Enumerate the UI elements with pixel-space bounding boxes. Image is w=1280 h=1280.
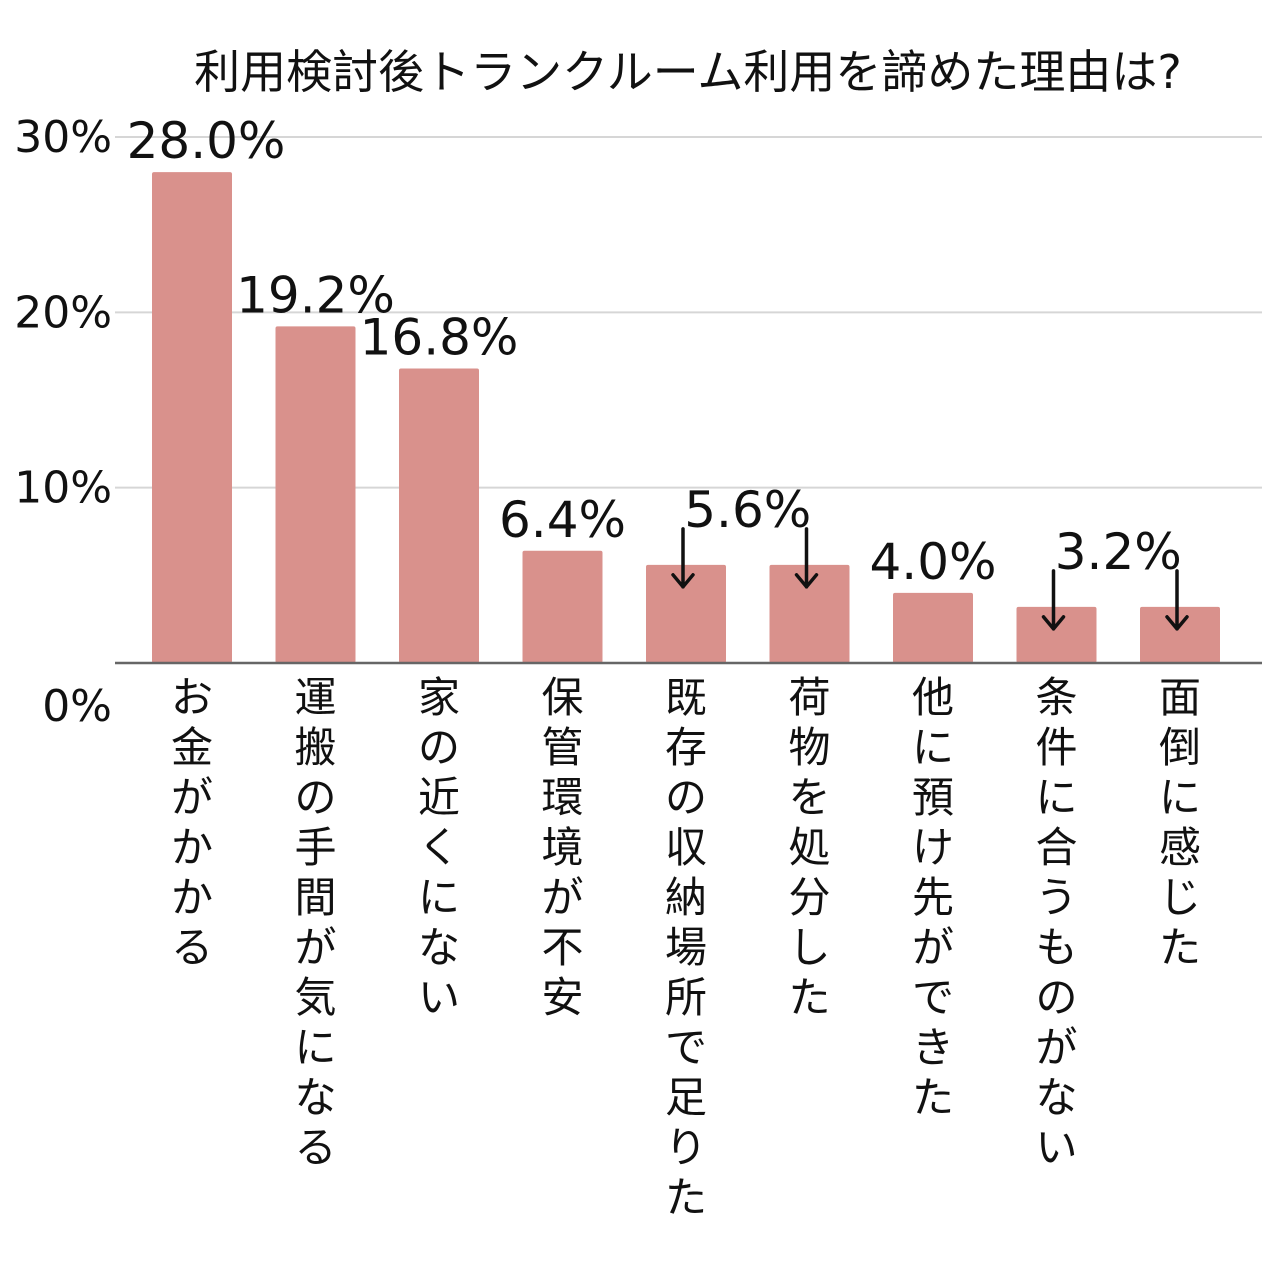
bars [152, 172, 1220, 664]
label-arrows [671, 527, 1189, 631]
bar [1016, 606, 1097, 663]
category-label: 保管環境が不安 [541, 673, 583, 1022]
y-tick-label: 10% [14, 463, 112, 514]
value-label: 5.6% [684, 481, 811, 539]
category-label: 荷物を処分した [788, 673, 830, 1022]
category-label: 既存の収納場所で足りた [665, 673, 707, 1222]
category-label: 他に預け先ができた [912, 673, 954, 1122]
value-label: 6.4% [499, 491, 626, 549]
y-tick-label: 30% [14, 112, 112, 163]
bar [275, 326, 356, 663]
value-label: 4.0% [869, 533, 996, 591]
category-labels: お金がかかる 運搬の手間が気になる 家の近くにない 保管環境が不安 既存の収納場所で足り… [171, 673, 1201, 1222]
bar [893, 592, 973, 663]
category-label: お金がかかる [171, 673, 213, 972]
arrow-icon [1041, 569, 1066, 631]
arrow-icon [1165, 569, 1189, 631]
y-tick-label: 20% [14, 287, 112, 338]
category-label: 面倒に感じた [1159, 673, 1201, 972]
category-label: 条件に合うものがない [1035, 673, 1077, 1172]
bar [522, 550, 603, 663]
category-label: 家の近くにない [418, 673, 460, 1022]
bar [399, 368, 479, 663]
bar [152, 172, 232, 664]
y-axis-ticks: 0% 10% 20% 30% [14, 112, 112, 732]
value-labels: 28.0% 19.2%16.8% 6.4% 5.6% 4.0% 3.2% [127, 112, 1182, 591]
value-label: 3.2% [1055, 523, 1182, 581]
arrow-icon [794, 527, 819, 589]
y-tick-label: 0% [42, 681, 112, 732]
chart-title: 利用検討後トランクルーム利用を諦めた理由は? [194, 45, 1182, 99]
arrow-icon [671, 527, 695, 589]
value-label: 28.0% [127, 112, 286, 170]
value-label: 16.8% [360, 308, 519, 366]
bar [1140, 606, 1220, 663]
category-label: 運搬の手間が気になる [294, 673, 336, 1172]
bar [646, 564, 726, 663]
bar [769, 564, 850, 663]
value-label: 19.2% [236, 266, 395, 324]
